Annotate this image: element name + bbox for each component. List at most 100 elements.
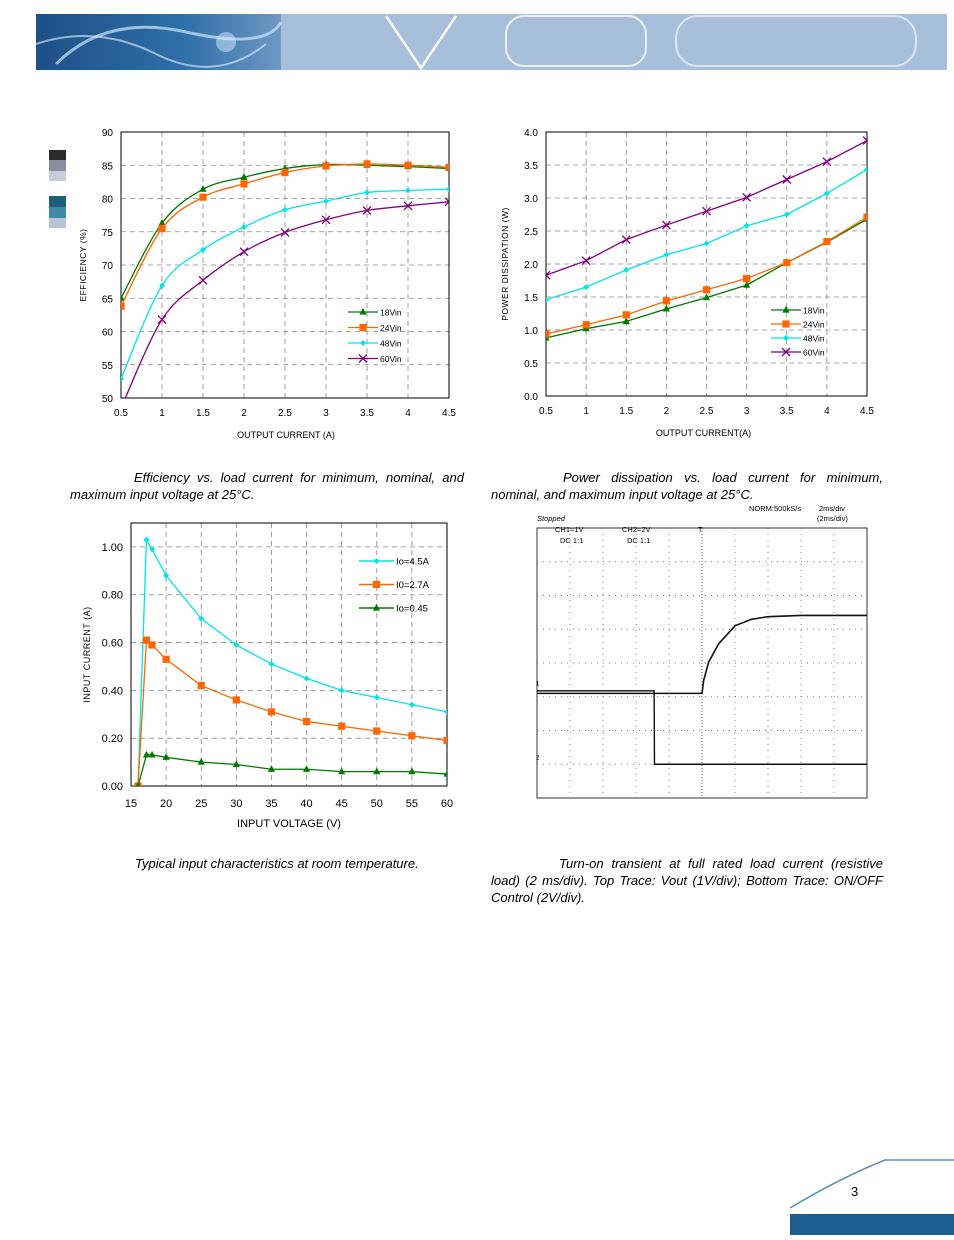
data-point-18vin — [662, 304, 670, 312]
data-point-24vin — [404, 161, 412, 169]
header-banner — [36, 14, 947, 70]
x-tick-label: 3 — [744, 406, 750, 417]
legend-marker-18vin — [359, 307, 367, 315]
y-tick-label: 90 — [102, 128, 114, 139]
y-tick-label: 1.00 — [102, 542, 123, 554]
legend-label-60vin: 60Vin — [803, 348, 825, 358]
data-point-24vin — [743, 274, 751, 283]
plot-area — [134, 536, 447, 786]
caption-transient: Turn-on transient at full rated load cur… — [491, 856, 883, 905]
x-axis-label: INPUT VOLTAGE (V) — [237, 818, 341, 830]
y-tick-label: 0.0 — [524, 392, 538, 403]
legend-marker-i0-2-7a — [372, 580, 381, 589]
trace-vout — [537, 614, 867, 695]
data-point-60vin — [546, 270, 551, 280]
efficiency-chart-svg: 50 55 60 65 70 75 80 85 90 0.5 1 1.5 2 2.5 3 3.5 4 4.5 OUT… — [78, 128, 456, 440]
trigger-marker: T — [698, 527, 703, 534]
x-tick-label: 20 — [160, 798, 172, 810]
x-tick-label: 2 — [664, 406, 670, 417]
legend-label-18vin: 18Vin — [380, 308, 402, 318]
data-point-60vin — [403, 201, 413, 211]
x-tick-label: 30 — [230, 798, 242, 810]
data-point-48vin — [323, 198, 329, 205]
swatch-gray — [49, 160, 66, 171]
legend-label-i0-2-7a: I0=2.7A — [396, 580, 430, 591]
data-point-i0-2-7a — [408, 732, 416, 740]
legend-label-48vin: 48Vin — [380, 339, 402, 349]
data-point-24vin — [199, 193, 207, 201]
y-tick-label: 3.0 — [524, 194, 538, 205]
data-point-18vin — [743, 281, 751, 288]
x-tick-label: 55 — [406, 798, 418, 810]
data-point-24vin — [281, 168, 289, 177]
x-tick-label: 45 — [336, 798, 348, 810]
plot-frame — [120, 131, 450, 399]
data-point-18vin — [622, 317, 630, 325]
data-point-48vin — [282, 206, 288, 213]
data-point-i0-2-7a — [443, 736, 447, 745]
data-point-48vin — [743, 222, 750, 229]
data-point-io-4-5a — [149, 546, 156, 553]
data-point-i0-2-7a — [148, 641, 156, 649]
data-point-io-4-5a — [198, 615, 205, 622]
data-point-io-0-45 — [142, 750, 151, 758]
data-point-60vin — [621, 235, 631, 245]
x-tick-label: 4 — [824, 406, 830, 417]
legend-label-48vin: 48Vin — [803, 334, 825, 344]
x-tick-label: 4 — [405, 408, 411, 419]
data-point-48vin — [200, 246, 206, 253]
data-point-io-4-5a — [268, 661, 275, 668]
data-point-io-4-5a — [143, 536, 150, 543]
y-tick-label: 1.0 — [524, 326, 538, 337]
legend-marker-60vin — [781, 347, 791, 357]
data-point-io-4-5a — [163, 572, 170, 579]
data-point-io-4-5a — [303, 675, 310, 682]
data-point-io-0-45 — [338, 767, 346, 775]
data-point-24vin — [322, 162, 330, 170]
y-tick-label: 0.20 — [102, 733, 123, 745]
data-point-io-4-5a — [233, 641, 240, 648]
scope-status: Stopped — [537, 514, 566, 523]
x-tick-label: 15 — [125, 798, 137, 810]
data-point-60vin — [581, 256, 591, 266]
data-point-48vin — [623, 266, 630, 273]
data-point-48vin — [405, 187, 411, 194]
data-point-60vin — [862, 136, 867, 146]
legend-marker-24vin — [782, 320, 790, 328]
data-point-24vin — [121, 302, 125, 310]
power-chart-svg: 0.00.51.01.52.02.53.03.54.00.5 1 1.5 2 2.5 3 3… — [500, 128, 874, 438]
data-point-48vin — [783, 211, 790, 218]
y-axis-label: INPUT CURRENT (A) — [82, 606, 92, 702]
y-tick-label: 0.60 — [102, 638, 123, 650]
data-point-60vin — [782, 175, 792, 184]
y-tick-label: 85 — [102, 161, 114, 172]
x-tick-label: 25 — [195, 798, 207, 810]
y-tick-label: 0.5 — [524, 359, 538, 370]
data-point-io-0-45 — [302, 765, 311, 772]
x-tick-label: 1 — [159, 408, 165, 419]
data-point-io-4-5a — [338, 687, 345, 694]
data-point-24vin — [445, 163, 449, 171]
data-point-i0-2-7a — [142, 636, 151, 644]
data-point-60vin — [321, 215, 331, 225]
series-line-io-0-45 — [137, 754, 447, 786]
legend-label-io-4-5a: Io=4.5A — [396, 557, 430, 568]
plot-area — [546, 136, 867, 341]
data-point-48vin — [159, 282, 165, 289]
scope-sample-rate: NORM:500kS/s — [749, 504, 801, 513]
scope-ch1-scale: CH1=1V — [555, 525, 584, 534]
data-point-io-4-5a — [373, 694, 380, 701]
x-tick-label: 35 — [265, 798, 277, 810]
x-axis-label: OUTPUT CURRENT(A) — [656, 428, 751, 438]
legend: 18Vin 24Vin 48Vin 60Vin — [348, 307, 402, 364]
scope-ch1-marker: 1 — [536, 681, 540, 687]
data-point-60vin — [198, 275, 208, 285]
caption-efficiency: Efficiency vs. load current for minimum,… — [70, 470, 464, 502]
x-tick-label: 60 — [441, 798, 453, 810]
legend-marker-18vin — [782, 305, 790, 313]
trace-onoff — [537, 690, 867, 765]
y-tick-label: 65 — [102, 294, 114, 305]
legend-label-18vin: 18Vin — [803, 306, 825, 316]
page-number: 3 — [851, 1184, 859, 1199]
data-point-24vin — [863, 213, 867, 221]
